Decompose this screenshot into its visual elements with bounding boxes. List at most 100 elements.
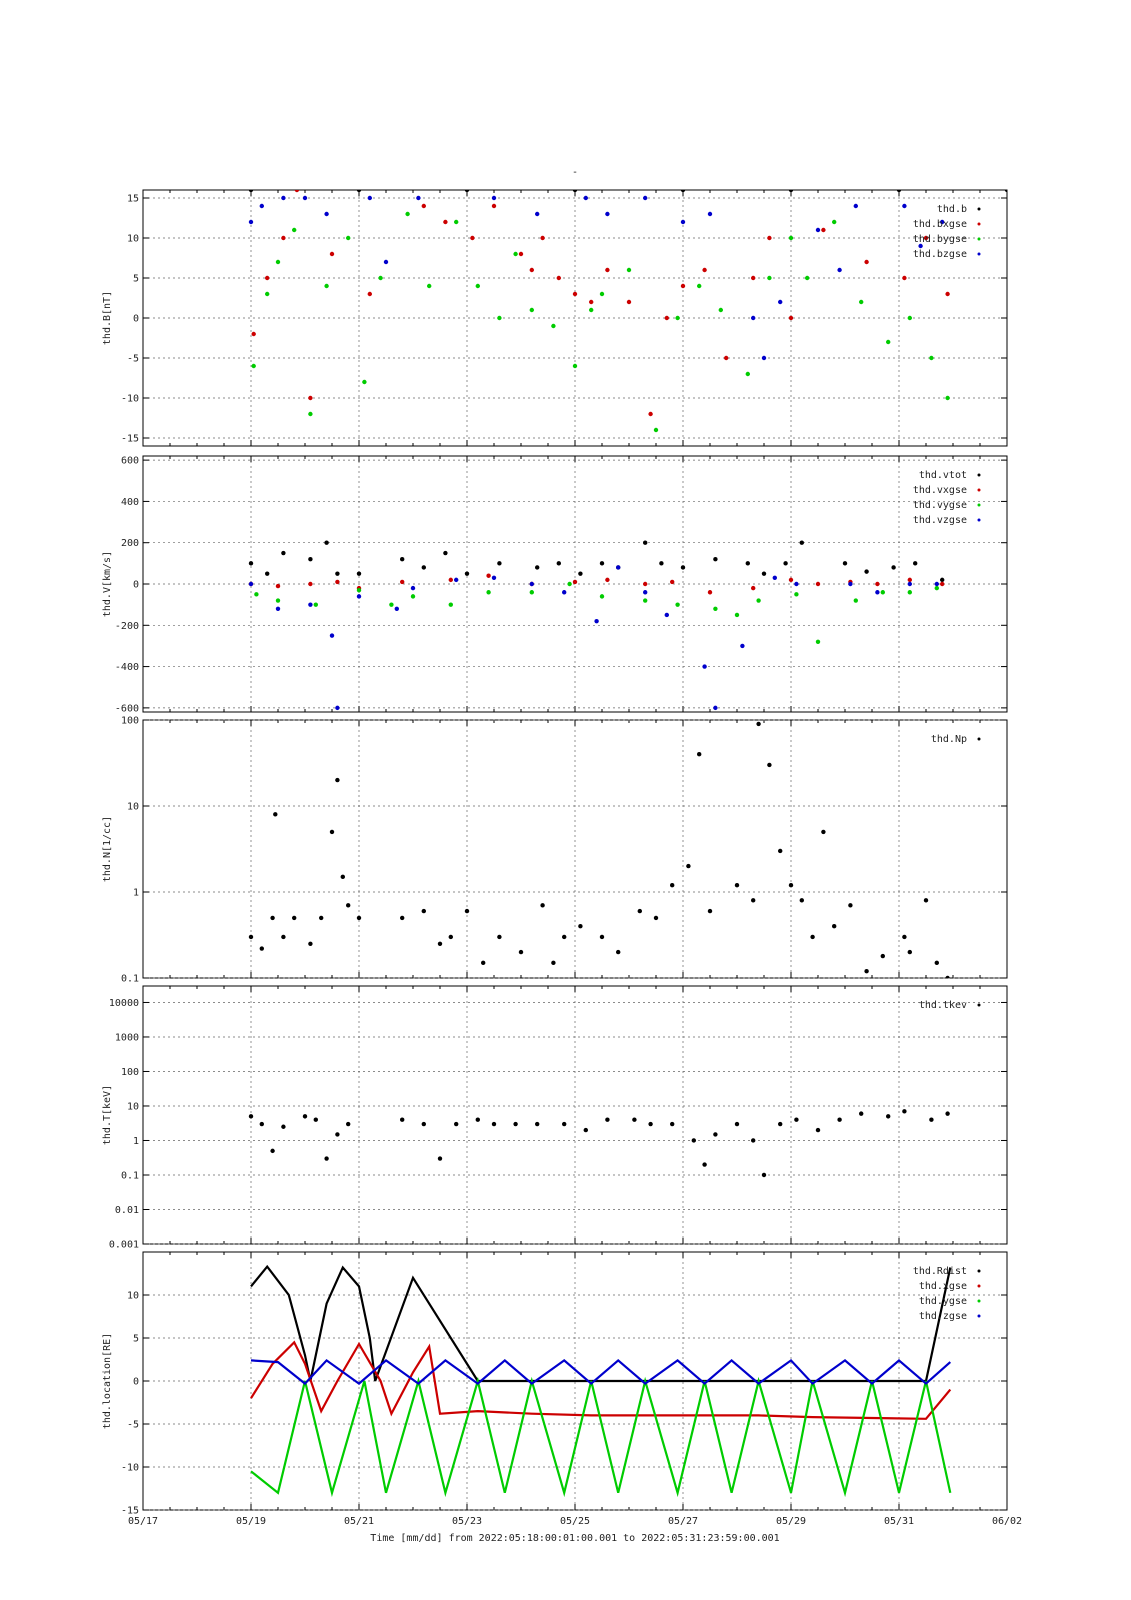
data-point [248,581,254,587]
data-point [491,195,497,201]
data-point [497,561,502,566]
data-point [648,411,653,417]
data-point [756,721,761,727]
data-point [751,585,756,591]
y-tick-label: -5 [127,354,139,365]
data-point [913,561,918,566]
data-point [518,949,524,955]
data-point [254,592,259,597]
data-point [562,590,567,595]
legend-label: thd.vtot [919,470,967,481]
y-tick-label: 5 [133,1334,139,1345]
x-tick-label: 05/25 [560,1516,590,1527]
data-point [378,275,383,281]
y-tick-label: 10 [127,802,139,813]
data-point [643,540,648,545]
data-point [853,203,858,209]
legend-marker [977,207,981,211]
data-point [529,590,534,595]
data-point [815,581,821,587]
y-axis-label: thd.B[nT] [102,291,113,345]
data-point [583,195,588,201]
data-point [751,898,756,903]
data-point [535,565,540,570]
data-point [945,975,950,978]
panel-data [248,1109,950,1178]
data-point [697,752,702,757]
data-point [680,565,686,570]
legend-label: thd.ygse [919,1296,967,1307]
data-point [346,235,351,241]
y-tick-label: 400 [121,497,139,508]
data-point [934,581,939,587]
data-point [815,1127,821,1133]
data-point [859,1111,864,1116]
data-point [475,283,480,289]
series-thd-Np [248,721,950,978]
legend-marker [977,222,981,226]
panel-data [248,721,950,978]
series-thd-tkev [248,1109,950,1178]
x-axis-group: 05/17 05/19 05/21 05/23 05/25 05/27 05/29 05/31… [128,1516,1022,1527]
data-point [535,211,540,217]
data-point [572,579,578,585]
data-point [675,315,680,321]
data-point [718,307,723,313]
y-tick-label: 0.01 [115,1205,139,1216]
data-point [335,777,340,783]
data-point [643,598,648,603]
data-point [783,561,788,566]
data-point [421,1121,426,1127]
data-point [788,190,794,193]
data-point [562,934,567,940]
data-point [572,363,578,369]
legend-marker [977,1314,981,1318]
data-point [832,924,837,929]
data-point [767,275,772,281]
y-tick-label: -10 [121,394,139,405]
data-point [713,606,718,611]
data-point [270,1148,275,1154]
data-point [864,569,869,574]
data-point [275,606,281,611]
data-point [761,571,767,576]
data-point [799,898,804,903]
y-tick-label: -5 [127,1420,139,1431]
data-point [497,315,502,321]
data-point [281,235,286,241]
data-point [653,915,659,921]
data-point [907,581,912,587]
y-tick-label: 200 [121,538,139,549]
data-point [308,581,313,587]
data-point [302,195,308,201]
data-point [616,949,621,955]
data-point [251,331,256,337]
data-point [751,315,756,321]
series-thd-bzgse [248,195,945,361]
data-point [292,915,297,921]
data-point [697,283,702,289]
data-point [551,323,556,329]
panel-1: -600 -400 -200 0 200 400 600 thd.V[km/s] thd.vto… [102,455,1008,714]
data-point [664,612,669,618]
data-point [864,968,869,974]
data-point [529,307,534,313]
y-tick-label: -200 [115,621,139,632]
y-tick-label: 1 [133,888,139,899]
y-tick-label: -15 [121,434,139,445]
panel-data [248,540,945,711]
data-point [907,949,912,955]
y-tick-label: 600 [121,456,139,467]
data-point [643,195,648,201]
data-point [491,1121,497,1127]
legend-label: thd.vxgse [913,485,967,496]
data-point [902,275,907,281]
data-point [572,291,578,297]
data-point [421,203,426,209]
y-tick-label: 0 [133,1377,139,1388]
data-point [934,960,939,966]
data-point [713,557,718,562]
legend-label: thd.Rdist [913,1266,967,1277]
series-thd-zgse [250,1358,952,1386]
